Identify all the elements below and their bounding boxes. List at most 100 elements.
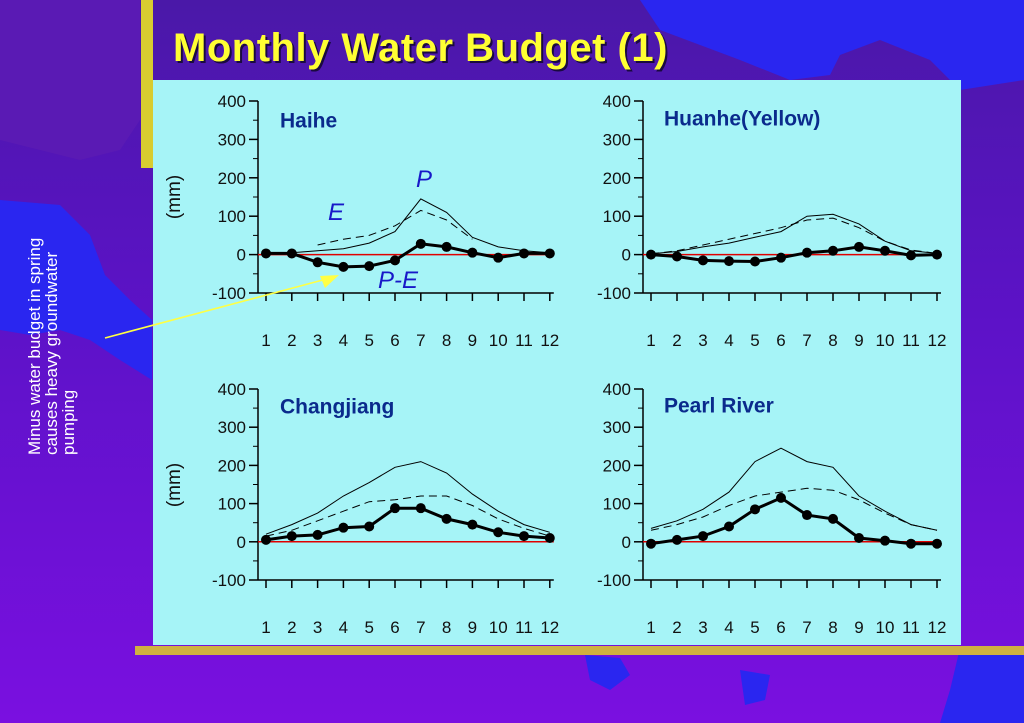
series-point <box>750 256 760 267</box>
x-tick-label: 3 <box>313 618 322 637</box>
series-line-dashed <box>265 495 550 537</box>
y-tick-label: 300 <box>603 418 631 437</box>
x-tick-label: 9 <box>468 331 477 350</box>
x-tick-label: 2 <box>672 331 681 350</box>
series-line-solid-thin <box>650 447 938 531</box>
y-tick-label: 200 <box>218 169 246 188</box>
series-line-dashed <box>650 217 938 255</box>
series-point <box>544 248 555 259</box>
series-point <box>338 261 349 272</box>
x-tick-label: 7 <box>416 618 425 637</box>
series-point <box>519 531 529 542</box>
y-tick-label: 100 <box>603 495 631 514</box>
y-axis-label: (mm) <box>164 463 185 507</box>
x-tick-label: 4 <box>339 618 348 637</box>
x-tick-label: 1 <box>646 618 655 637</box>
x-tick-label: 6 <box>776 618 785 637</box>
series-point <box>802 510 812 521</box>
y-tick-label: -100 <box>212 571 246 590</box>
series-point <box>932 249 942 260</box>
x-tick-label: 3 <box>698 331 707 350</box>
series-point <box>854 241 864 252</box>
y-tick-label: 400 <box>218 92 246 111</box>
x-tick-label: 10 <box>876 618 895 637</box>
x-tick-label: 12 <box>928 618 947 637</box>
x-tick-label: 11 <box>902 618 920 637</box>
series-point <box>493 527 504 538</box>
map-land-bottom-right <box>940 648 1024 723</box>
x-tick-label: 6 <box>390 618 399 637</box>
series-point <box>698 531 708 542</box>
series-point <box>724 256 734 267</box>
y-tick-label: 200 <box>218 456 246 475</box>
x-tick-label: 5 <box>364 331 373 350</box>
x-tick-label: 11 <box>902 331 920 350</box>
series-line-dashed <box>650 487 938 531</box>
series-point <box>672 534 682 545</box>
series-point <box>802 247 812 258</box>
series-point <box>390 255 400 266</box>
series-point <box>698 255 708 266</box>
series-point <box>390 503 400 514</box>
y-tick-label: 200 <box>603 456 631 475</box>
series-point <box>364 521 375 532</box>
map-island-bottom <box>585 655 630 690</box>
series-point <box>880 535 890 546</box>
series-point <box>828 245 838 256</box>
map-land-top-left <box>0 0 140 160</box>
y-tick-label: 0 <box>237 533 246 552</box>
x-tick-label: 7 <box>802 331 811 350</box>
chart-title: Huanhe(Yellow) <box>664 107 820 130</box>
series-point <box>750 504 760 515</box>
series-point <box>854 532 864 543</box>
y-tick-label: 100 <box>218 207 246 226</box>
slide-title: Monthly Water Budget (1) <box>173 26 668 70</box>
series-point <box>338 522 349 533</box>
x-tick-label: 1 <box>261 331 270 350</box>
y-tick-label: 0 <box>237 246 246 265</box>
x-tick-label: 12 <box>540 618 559 637</box>
y-tick-label: 400 <box>603 380 631 399</box>
x-tick-label: 5 <box>750 618 759 637</box>
x-tick-label: 8 <box>442 331 451 350</box>
x-tick-label: 3 <box>698 618 707 637</box>
series-point <box>286 248 297 259</box>
x-tick-label: 10 <box>876 331 895 350</box>
series-point <box>646 538 656 549</box>
x-tick-label: 11 <box>515 331 533 350</box>
x-tick-label: 9 <box>854 618 863 637</box>
y-tick-label: 0 <box>622 246 631 265</box>
y-tick-label: 300 <box>218 130 246 149</box>
map-island-bottom-2 <box>740 670 770 705</box>
x-tick-label: 12 <box>928 331 947 350</box>
y-tick-label: 400 <box>218 380 246 399</box>
x-tick-label: 5 <box>364 618 373 637</box>
series-point <box>261 248 271 259</box>
x-tick-label: 8 <box>828 331 837 350</box>
series-point <box>261 534 271 545</box>
x-tick-label: 8 <box>828 618 837 637</box>
x-tick-label: 10 <box>489 331 508 350</box>
x-tick-label: 6 <box>776 331 785 350</box>
series-point <box>544 532 555 543</box>
series-point <box>415 238 426 249</box>
x-tick-label: 9 <box>854 331 863 350</box>
series-point <box>646 249 656 260</box>
bottom-accent-bar <box>135 646 1024 655</box>
series-point <box>286 531 297 542</box>
series-point <box>880 245 890 256</box>
series-point <box>312 529 323 540</box>
x-tick-label: 11 <box>515 618 533 637</box>
y-tick-label: 400 <box>603 92 631 111</box>
x-tick-label: 3 <box>313 331 322 350</box>
chart-panel-background <box>153 80 961 645</box>
x-tick-label: 4 <box>724 618 733 637</box>
x-tick-label: 12 <box>540 331 559 350</box>
series-line-solid-thin <box>265 461 550 535</box>
x-tick-label: 7 <box>416 331 425 350</box>
series-point <box>776 252 786 263</box>
x-tick-label: 1 <box>261 618 270 637</box>
x-tick-label: 4 <box>724 331 733 350</box>
